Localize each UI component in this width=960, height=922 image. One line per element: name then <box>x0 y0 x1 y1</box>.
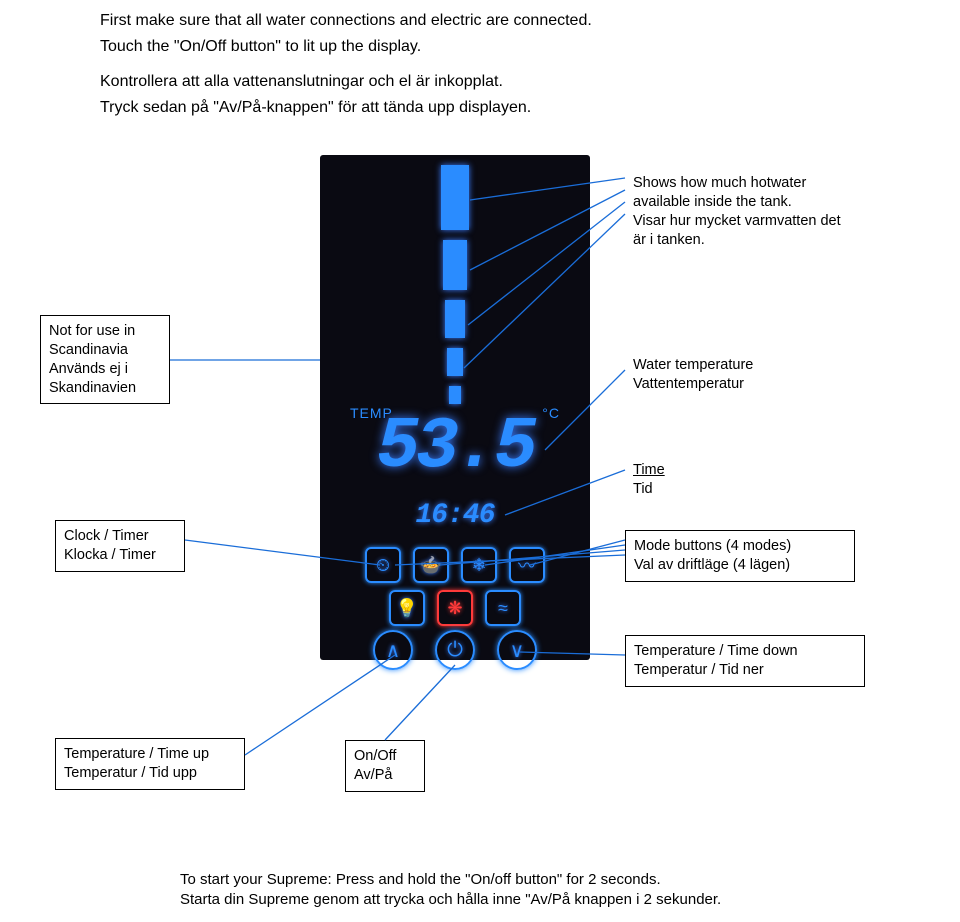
mode-icon-0: ⏲ <box>376 555 390 576</box>
power-button[interactable]: ⏻ <box>435 630 475 670</box>
power-icon: ⏻ <box>447 639 463 662</box>
lower-mode-icon-2: ≈ <box>498 598 508 619</box>
display-panel: TEMP °C 53.5 16:46 ⏲ 🍲 ❄ 〰 💡 ❋ ≈ ∧ ⏻ ∨ <box>320 155 590 660</box>
label-onoff-sv: Av/På <box>354 766 416 785</box>
down-button[interactable]: ∨ <box>497 630 537 670</box>
label-tempup: Temperature / Time up Temperatur / Tid u… <box>55 738 245 790</box>
label-tempdown: Temperature / Time down Temperatur / Tid… <box>625 635 865 687</box>
up-button[interactable]: ∧ <box>373 630 413 670</box>
mode-button-0[interactable]: ⏲ <box>365 547 401 583</box>
label-onoff-en: On/Off <box>354 747 416 766</box>
label-tempup-sv: Temperatur / Tid upp <box>64 764 236 783</box>
mode-button-1[interactable]: 🍲 <box>413 547 449 583</box>
label-hotwater: Shows how much hotwater available inside… <box>625 168 860 255</box>
footer-en: To start your Supreme: Press and hold th… <box>180 870 880 890</box>
label-hotwater-en: Shows how much hotwater available inside… <box>633 174 852 212</box>
control-button-row: ∧ ⏻ ∨ <box>373 630 537 670</box>
chevron-down-icon: ∨ <box>510 638 525 663</box>
intro-sv-line1: Kontrollera att alla vattenanslutningar … <box>100 71 860 93</box>
label-time-en: Time <box>633 461 817 480</box>
label-modebuttons-en: Mode buttons (4 modes) <box>634 537 846 556</box>
label-time: Time Tid <box>625 455 825 505</box>
lower-mode-button-0[interactable]: 💡 <box>389 590 425 626</box>
label-scandinavia-sv: Används ej i Skandinavien <box>49 360 161 398</box>
intro-en-line1: First make sure that all water connectio… <box>100 10 860 32</box>
time-value: 16:46 <box>415 500 494 531</box>
tank-segment-4 <box>449 386 461 404</box>
lower-mode-button-2[interactable]: ≈ <box>485 590 521 626</box>
tank-segment-0 <box>441 165 469 230</box>
label-tempdown-sv: Temperatur / Tid ner <box>634 661 856 680</box>
lower-mode-button-1[interactable]: ❋ <box>437 590 473 626</box>
lower-mode-icon-0: 💡 <box>396 598 418 619</box>
label-onoff: On/Off Av/På <box>345 740 425 792</box>
intro-en-line2: Touch the "On/Off button" to lit up the … <box>100 36 860 58</box>
lower-mode-icon-1: ❋ <box>447 598 462 619</box>
tank-segment-1 <box>443 240 467 290</box>
label-watertemp: Water temperature Vattentemperatur <box>625 350 825 400</box>
label-scandinavia: Not for use in Scandinavia Används ej i … <box>40 315 170 404</box>
mode-button-row: ⏲ 🍲 ❄ 〰 <box>365 547 545 583</box>
label-clocktimer: Clock / Timer Klocka / Timer <box>55 520 185 572</box>
label-clocktimer-en: Clock / Timer <box>64 527 176 546</box>
tank-segment-2 <box>445 300 465 338</box>
chevron-up-icon: ∧ <box>386 638 401 663</box>
temp-unit-text: °C <box>542 405 560 421</box>
label-modebuttons-sv: Val av driftläge (4 lägen) <box>634 556 846 575</box>
intro-text: First make sure that all water connectio… <box>100 10 860 122</box>
mode-icon-1: 🍲 <box>420 555 442 576</box>
temperature-value: 53.5 <box>335 411 575 483</box>
temperature-display: TEMP °C 53.5 <box>335 405 575 483</box>
label-scandinavia-en: Not for use in Scandinavia <box>49 322 161 360</box>
label-tempdown-en: Temperature / Time down <box>634 642 856 661</box>
mode-button-3[interactable]: 〰 <box>509 547 545 583</box>
label-watertemp-sv: Vattentemperatur <box>633 375 817 394</box>
label-watertemp-en: Water temperature <box>633 356 817 375</box>
mode-button-2[interactable]: ❄ <box>461 547 497 583</box>
mode-icon-2: ❄ <box>471 555 486 576</box>
label-modebuttons: Mode buttons (4 modes) Val av driftläge … <box>625 530 855 582</box>
footer-text: To start your Supreme: Press and hold th… <box>180 870 880 911</box>
tank-gauge <box>441 165 469 404</box>
label-clocktimer-sv: Klocka / Timer <box>64 546 176 565</box>
label-tempup-en: Temperature / Time up <box>64 745 236 764</box>
intro-sv-line2: Tryck sedan på "Av/På-knappen" för att t… <box>100 97 860 119</box>
mode-icon-3: 〰 <box>518 552 536 578</box>
lower-mode-button-row: 💡 ❋ ≈ <box>389 590 521 626</box>
label-hotwater-sv: Visar hur mycket varmvatten det är i tan… <box>633 212 852 250</box>
footer-sv: Starta din Supreme genom att trycka och … <box>180 890 880 910</box>
label-time-sv: Tid <box>633 480 817 499</box>
tank-segment-3 <box>447 348 463 376</box>
